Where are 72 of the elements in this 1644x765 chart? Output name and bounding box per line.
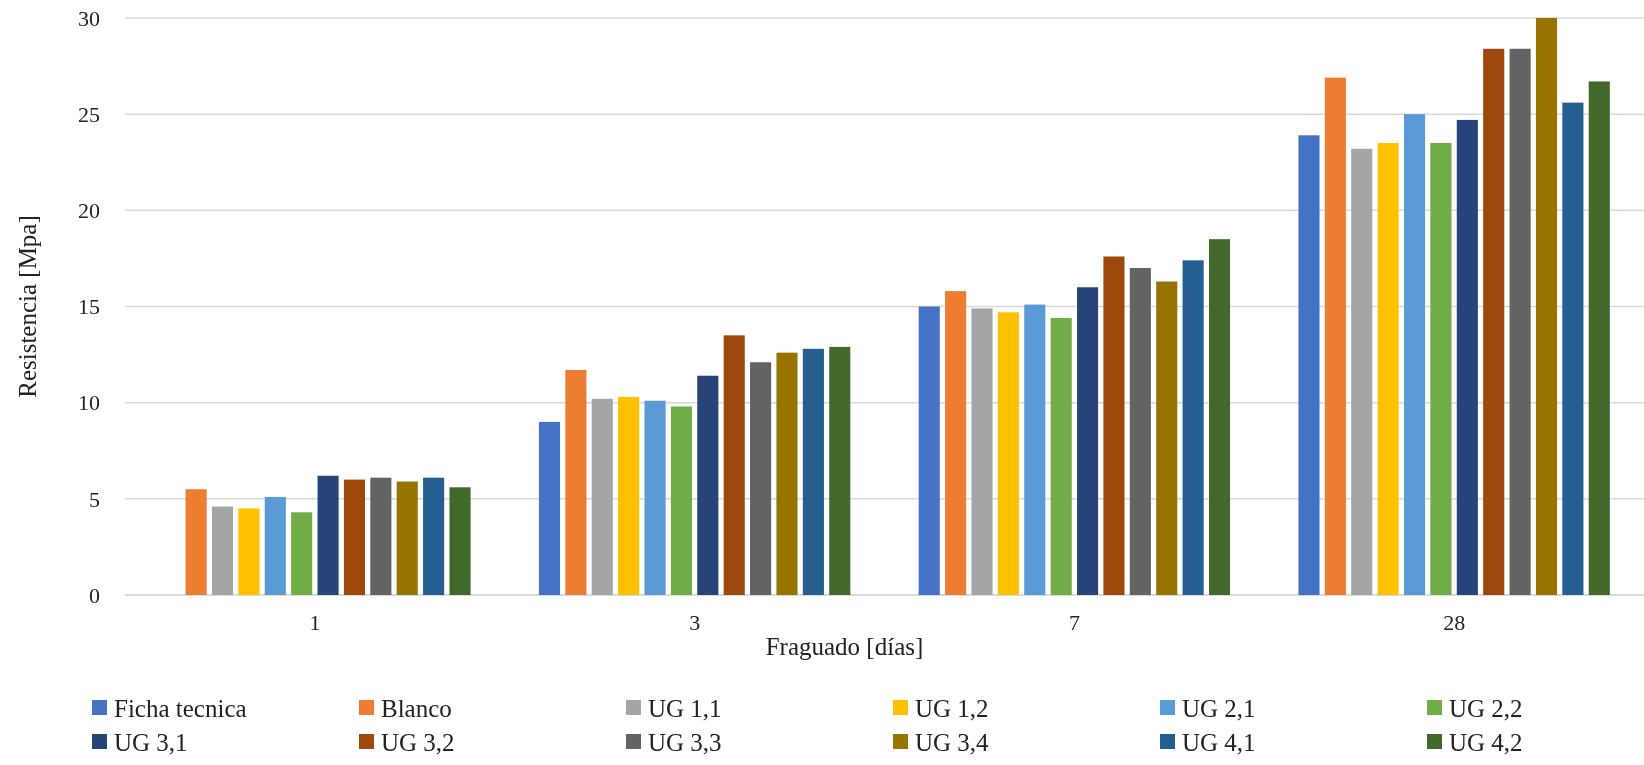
- bar: [1182, 260, 1204, 595]
- bar: [343, 479, 366, 595]
- bar: [945, 291, 967, 595]
- bar: [317, 475, 339, 595]
- y-tick-label: 30: [78, 5, 100, 31]
- legend-label: UG 2,1: [1182, 694, 1256, 722]
- y-tick-label: 15: [78, 294, 100, 320]
- bar: [971, 308, 993, 595]
- legend-label: UG 1,2: [915, 694, 989, 722]
- bar: [776, 352, 798, 595]
- bar: [618, 396, 640, 595]
- legend-label: UG 2,2: [1449, 694, 1523, 722]
- legend-label: UG 1,1: [648, 694, 722, 722]
- bar: [1562, 102, 1584, 595]
- y-tick-label: 5: [89, 486, 100, 512]
- legend-label: UG 3,4: [915, 728, 990, 756]
- bar: [1129, 268, 1151, 595]
- x-tick-label: 28: [1443, 610, 1466, 635]
- y-tick-label: 20: [78, 198, 100, 224]
- bar: [1077, 287, 1099, 595]
- bar: [370, 477, 392, 595]
- bar: [997, 312, 1019, 595]
- y-tick-label: 25: [78, 101, 100, 127]
- bar: [750, 362, 772, 595]
- bar: [423, 477, 445, 595]
- bar: [1509, 48, 1531, 595]
- legend-label: UG 4,2: [1449, 728, 1523, 756]
- bar: [1588, 81, 1610, 595]
- legend-label: UG 3,2: [381, 728, 455, 756]
- y-axis-title: Resistencia [Mpa]: [14, 215, 41, 398]
- bar: [449, 487, 471, 595]
- bar: [565, 369, 587, 595]
- bar: [723, 335, 745, 595]
- bar: [1024, 304, 1046, 595]
- bar: [1208, 239, 1231, 595]
- bar: [1483, 48, 1505, 595]
- y-tick-label: 0: [89, 582, 100, 608]
- bar: [211, 506, 234, 595]
- bar: [1403, 114, 1426, 595]
- bar: [1351, 148, 1373, 595]
- legend-label: Ficha tecnica: [114, 694, 247, 722]
- bar: [918, 306, 940, 595]
- bar: [697, 375, 719, 595]
- x-tick-label: 3: [689, 610, 701, 635]
- legend-label: Blanco: [381, 694, 452, 722]
- legend-label: UG 3,3: [648, 728, 722, 756]
- bar: [1298, 135, 1320, 595]
- bar: [1377, 143, 1399, 595]
- bar: [591, 398, 613, 595]
- bar: [670, 406, 692, 595]
- legend-label: UG 4,1: [1182, 728, 1256, 756]
- bar: [538, 421, 561, 595]
- bar: [1456, 119, 1478, 595]
- bar: [185, 489, 207, 595]
- bar: [1156, 281, 1178, 595]
- x-tick-label: 7: [1068, 610, 1080, 635]
- bar: [238, 508, 260, 595]
- y-tick-label: 10: [78, 390, 100, 416]
- bar: [1535, 18, 1558, 595]
- bar: [1430, 143, 1452, 595]
- bar: [291, 512, 313, 595]
- bar: [264, 496, 286, 595]
- legend-label: UG 3,1: [114, 728, 188, 756]
- bar: [1050, 318, 1072, 595]
- bar: [644, 400, 666, 595]
- bar: [802, 348, 824, 595]
- bar: [1103, 256, 1125, 595]
- bar: [829, 346, 851, 595]
- x-tick-label: 1: [309, 610, 321, 635]
- bar: [396, 481, 418, 595]
- x-axis-title: Fraguado [días]: [765, 633, 924, 660]
- bar: [1324, 77, 1346, 595]
